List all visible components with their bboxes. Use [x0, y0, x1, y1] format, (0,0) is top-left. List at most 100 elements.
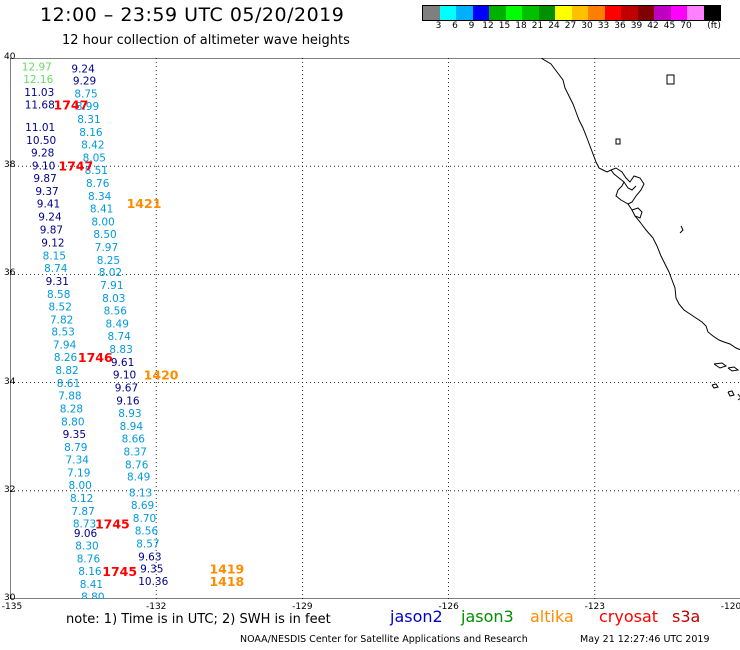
pass-time-label: 1747	[58, 159, 93, 174]
longitude-label: -135	[1, 602, 23, 612]
wave-height-value: 8.66	[122, 433, 146, 445]
latitude-label: 36	[4, 268, 16, 279]
wave-height-value: 8.82	[55, 365, 78, 377]
wave-height-value: 8.93	[118, 408, 141, 420]
wave-height-value: 8.42	[81, 140, 104, 152]
wave-height-value: 9.87	[33, 173, 56, 185]
wave-height-value: 7.87	[71, 506, 94, 518]
longitude-label: -126	[438, 602, 459, 612]
color-swatch	[538, 6, 555, 20]
color-swatch	[654, 6, 671, 20]
color-scale-label: 21	[531, 21, 544, 31]
color-swatch	[588, 6, 605, 20]
wave-height-value: 7.82	[50, 314, 73, 326]
altimeter-map: 12.9712.1611.0311.6811.0110.509.289.109.…	[10, 58, 740, 599]
pass-time-label: 1420	[144, 367, 179, 382]
wave-height-value: 8.16	[78, 566, 102, 578]
legend-jason3: jason3	[461, 607, 514, 626]
wave-height-value: 8.94	[120, 421, 144, 433]
color-scale-label: 33	[597, 21, 610, 31]
wave-height-value: 9.35	[63, 429, 86, 441]
color-swatch	[439, 6, 456, 20]
latitude-label: 34	[4, 376, 16, 387]
page-title: 12:00 – 23:59 UTC 05/20/2019	[40, 4, 345, 26]
wave-height-value: 9.24	[38, 212, 62, 224]
latitude-label: 30	[4, 593, 16, 603]
coastline	[540, 58, 740, 401]
wave-height-value: 8.73	[73, 518, 96, 530]
wave-height-value: 9.67	[115, 382, 138, 394]
wave-height-value: 8.00	[68, 480, 91, 492]
page-subtitle: 12 hour collection of altimeter wave hei…	[62, 33, 350, 48]
wave-height-value: 12.16	[23, 74, 53, 86]
color-scale-label: 18	[515, 21, 527, 31]
sf-bay-shore	[610, 167, 645, 205]
color-scale-bar	[422, 5, 721, 21]
wave-height-value: 8.41	[80, 579, 103, 591]
longitude-label: -123	[584, 602, 606, 612]
wave-height-value: 8.53	[51, 327, 74, 339]
color-scale-label: 45	[663, 21, 676, 31]
wave-height-value: 7.88	[58, 391, 81, 403]
channel-island-4	[727, 390, 735, 397]
longitude-label: -132	[145, 602, 167, 612]
monterey-bay	[631, 207, 643, 219]
wave-height-value: 9.24	[71, 63, 95, 75]
color-swatch	[555, 6, 572, 20]
color-swatch	[703, 6, 720, 20]
wave-height-value: 9.41	[37, 199, 60, 211]
wave-height-value: 8.76	[125, 459, 149, 471]
inland-lake-small	[679, 225, 684, 234]
wave-height-value: 7.19	[67, 467, 90, 479]
wave-height-value: 8.76	[77, 553, 101, 565]
color-swatch	[423, 6, 440, 20]
wave-height-value: 7.34	[66, 454, 90, 466]
pass-time-label: 1745	[102, 564, 137, 579]
wave-height-value: 9.63	[138, 551, 161, 563]
color-swatch	[522, 6, 539, 20]
wave-height-value: 8.80	[81, 591, 104, 599]
wave-height-value: 8.57	[136, 538, 159, 550]
color-swatch	[604, 6, 621, 20]
color-swatch	[571, 6, 588, 20]
wave-height-value: 8.56	[135, 525, 159, 537]
map-frame	[10, 58, 740, 599]
wave-height-value: 10.50	[26, 135, 56, 147]
channel-island-2	[727, 366, 740, 372]
wave-height-value: 7.91	[100, 280, 123, 292]
legend-altika: altika	[530, 607, 574, 626]
pass-time-label: 1418	[209, 574, 244, 589]
wave-height-value: 12.97	[22, 62, 52, 74]
legend-cryosat: cryosat	[599, 607, 659, 626]
color-scale-label: 30	[581, 21, 593, 31]
color-scale-label: 6	[452, 21, 458, 31]
wave-height-value: 9.10	[113, 369, 136, 381]
wave-height-value: 8.13	[129, 487, 152, 499]
pass-time-label: 1746	[78, 350, 113, 365]
wave-height-value: 8.37	[124, 446, 147, 458]
wave-height-value: 9.35	[140, 564, 163, 576]
wave-height-value: 8.56	[104, 306, 128, 318]
wave-height-value: 9.10	[32, 161, 55, 173]
legend-jason2: jason2	[390, 607, 443, 626]
color-scale-label: 70	[680, 21, 692, 31]
legend-s3a: s3a	[672, 607, 701, 626]
longitude-label: -120	[720, 602, 740, 612]
wave-height-value: 9.29	[73, 76, 96, 88]
latitude-label: 40	[4, 52, 16, 62]
inland-lake	[615, 138, 621, 145]
color-swatch	[637, 6, 654, 20]
color-swatch	[621, 6, 638, 20]
wave-height-value: 10.36	[138, 576, 168, 588]
channel-island-1	[713, 362, 728, 369]
color-scale-label: 3	[435, 21, 442, 31]
color-scale-label: 27	[564, 21, 577, 31]
wave-height-value: 8.50	[93, 229, 116, 241]
wave-height-value: 8.41	[90, 203, 113, 215]
wave-height-value: 8.79	[64, 442, 87, 454]
wave-height-value: 8.80	[61, 417, 84, 429]
wave-height-value: 8.83	[109, 344, 132, 356]
pass-time-label: 1421	[127, 196, 162, 211]
wave-height-value: 9.87	[40, 224, 63, 236]
wave-height-value: 8.74	[107, 331, 131, 343]
